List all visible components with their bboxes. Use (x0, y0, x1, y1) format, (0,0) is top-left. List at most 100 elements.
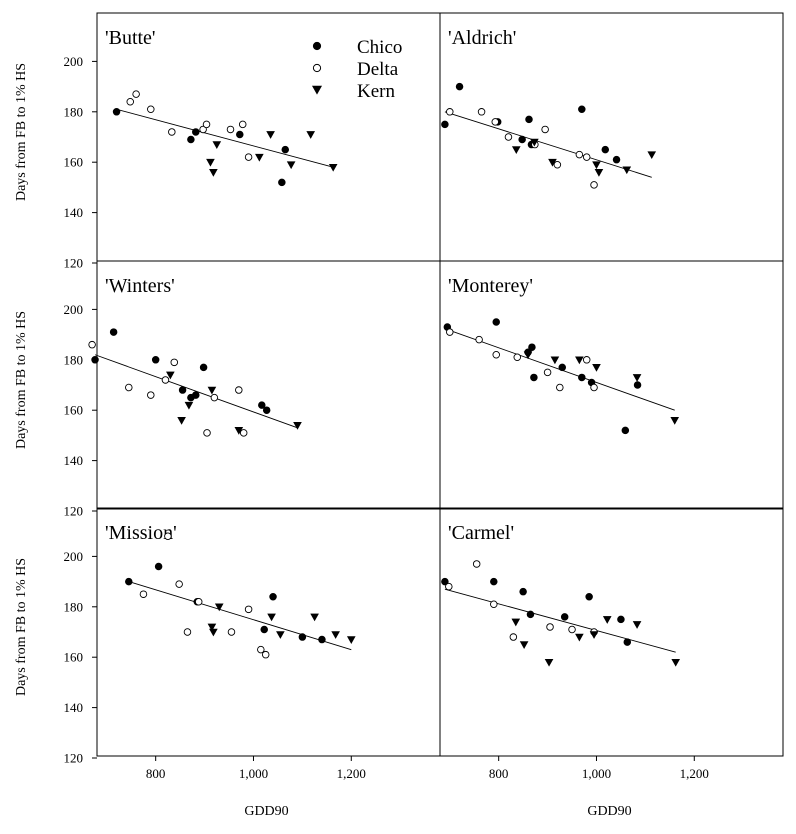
point-delta (504, 133, 513, 141)
panel-aldrich: 'Aldrich' (439, 12, 784, 262)
point-kern (255, 153, 264, 162)
point-delta (88, 340, 96, 349)
point-delta (244, 153, 253, 161)
point-delta (132, 90, 140, 98)
point-kern (310, 613, 319, 622)
point-delta (183, 628, 192, 636)
point-kern (632, 621, 642, 629)
trend-line (128, 581, 352, 651)
point-delta (203, 429, 211, 437)
y-tick-label: 200 (64, 302, 84, 317)
x-axis-title: GDD90 (587, 804, 631, 819)
trend-line (94, 354, 298, 429)
legend-marker-kern (311, 85, 323, 95)
point-chico (278, 178, 286, 187)
point-chico (91, 356, 99, 364)
axis-labels: Days from FB to 1% HS Days from FB to 1% … (14, 63, 632, 819)
point-kern (671, 658, 681, 667)
point-kern (550, 356, 560, 365)
point-delta (161, 376, 170, 384)
point-delta (126, 97, 135, 106)
point-delta (553, 160, 562, 169)
point-delta (226, 125, 235, 134)
y-tick-label: 180 (64, 599, 84, 614)
point-kern (209, 168, 218, 177)
point-chico (178, 386, 187, 394)
x-tick-label: 1,000 (239, 766, 268, 781)
panel-title: 'Mission' (105, 522, 177, 544)
point-delta (446, 328, 454, 336)
point-kern (177, 416, 186, 425)
trend-line (444, 588, 676, 653)
point-chico (441, 577, 449, 586)
point-chico (258, 401, 266, 409)
point-chico (526, 610, 535, 619)
point-kern (589, 631, 599, 639)
point-chico (455, 82, 464, 91)
point-kern (575, 633, 584, 642)
point-delta (210, 393, 219, 402)
point-delta (590, 181, 598, 189)
point-delta (202, 120, 211, 129)
point-delta (590, 383, 598, 392)
panel-title: 'Carmel' (448, 522, 514, 544)
point-delta (543, 368, 552, 377)
point-kern (276, 631, 285, 639)
point-chico (525, 115, 533, 124)
point-kern (266, 131, 275, 139)
point-kern (214, 603, 224, 612)
trend-line (116, 108, 334, 168)
point-chico (109, 328, 118, 336)
point-kern (511, 618, 521, 627)
point-kern (523, 351, 533, 360)
point-chico (125, 577, 133, 586)
y-tick-label: 120 (64, 504, 84, 519)
panel-butte: 'Butte' 120 140 160 180 200 (64, 12, 441, 271)
point-kern (575, 356, 584, 365)
panel-title: 'Butte' (105, 27, 156, 49)
point-chico (192, 128, 200, 136)
point-kern (293, 422, 302, 430)
point-delta (147, 391, 155, 399)
point-delta (125, 383, 133, 392)
point-kern (670, 416, 680, 425)
point-delta (509, 633, 518, 641)
y-tick-label: 140 (64, 700, 84, 715)
panel-carmel: 'Carmel' 800 1,000 1,200 (439, 507, 784, 781)
point-kern (331, 631, 340, 639)
point-chico (187, 135, 195, 144)
panel-mission: 'Mission' 120 140 160 180 200 800 1,000 1,200 (64, 507, 441, 781)
point-kern (207, 623, 217, 632)
point-delta (546, 623, 554, 631)
point-delta (257, 645, 265, 654)
point-chico (585, 592, 593, 601)
point-chico (528, 343, 536, 351)
point-chico (633, 381, 642, 389)
y-tick-label: 180 (64, 352, 84, 367)
point-chico (519, 587, 527, 596)
panel-winters: 'Winters' 120 140 160 180 200 (64, 260, 441, 519)
point-chico (298, 633, 307, 641)
point-kern (209, 628, 218, 637)
point-chico (269, 592, 277, 601)
panel-frame (439, 12, 784, 262)
point-chico (236, 130, 244, 139)
point-kern (184, 401, 194, 410)
point-delta (445, 582, 453, 591)
point-delta (582, 153, 591, 161)
point-delta (261, 650, 270, 659)
panel-title: 'Aldrich' (448, 27, 516, 49)
point-kern (346, 636, 356, 644)
panel-frame (439, 260, 784, 510)
point-delta (582, 356, 591, 364)
point-delta (568, 625, 576, 634)
point-delta (472, 560, 481, 568)
y-tick-label: 160 (64, 155, 84, 170)
x-tick-label: 800 (146, 766, 166, 781)
point-kern (548, 158, 557, 167)
point-delta (168, 128, 176, 136)
point-chico (560, 613, 569, 621)
point-kern (511, 146, 521, 155)
point-chico (518, 135, 526, 144)
y-tick-label: 160 (64, 403, 84, 418)
